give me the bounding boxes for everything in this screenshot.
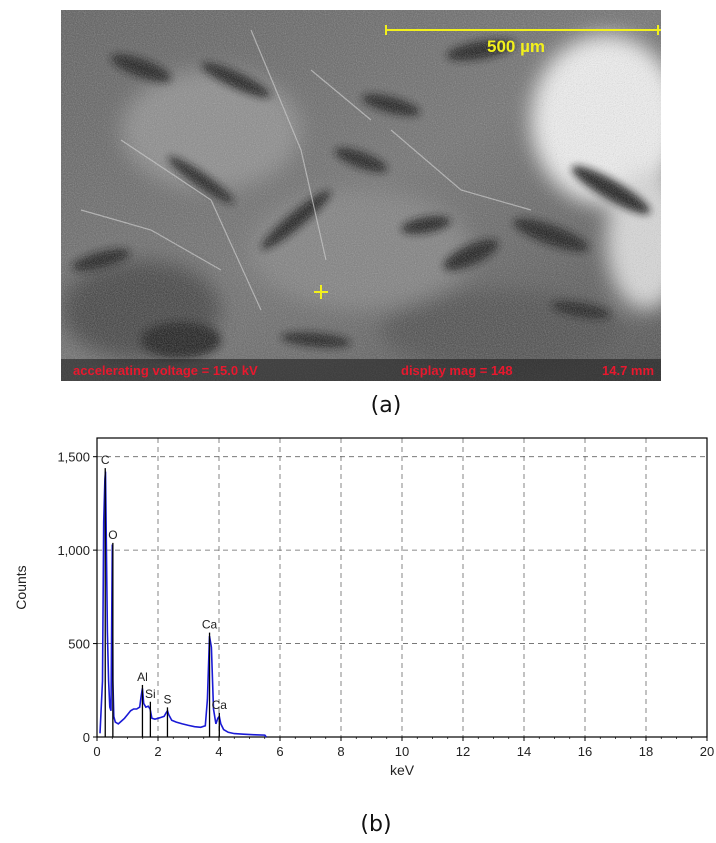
- sem-micrograph: 500 µm accelerating voltage = 15.0 kV di…: [61, 10, 661, 381]
- x-tick-label: 18: [639, 744, 653, 759]
- x-tick-label: 20: [700, 744, 714, 759]
- peak-label: C: [101, 453, 110, 467]
- peak-label: Ca: [212, 698, 228, 712]
- x-tick-label: 12: [456, 744, 470, 759]
- y-axis: 0 500 1,000 1,500: [57, 450, 97, 745]
- x-tick-label: 4: [215, 744, 222, 759]
- peak-label: O: [108, 528, 117, 542]
- peak-label: Ca: [202, 618, 218, 632]
- y-tick-label: 1,500: [57, 450, 90, 465]
- y-tick-label: 0: [83, 730, 90, 745]
- peak-labels: C O Al Si S Ca Ca: [101, 453, 227, 737]
- panel-b-caption: (b): [360, 812, 392, 837]
- x-tick-label: 0: [93, 744, 100, 759]
- eds-spectrum-chart: 0 500 1,000 1,500 0 2 4 6 8 10 12 14 16 18 20 C O Al Si S…: [13, 437, 714, 778]
- display-mag-label: display mag = 148: [401, 363, 513, 378]
- x-tick-label: 16: [578, 744, 592, 759]
- y-tick-label: 1,000: [57, 543, 90, 558]
- y-tick-label: 500: [68, 637, 90, 652]
- analysis-point-marker: [314, 285, 328, 299]
- spectrum-line: [99, 471, 267, 738]
- x-tick-label: 2: [154, 744, 161, 759]
- scale-bar: [385, 25, 661, 35]
- x-tick-label: 8: [337, 744, 344, 759]
- x-tick-label: 14: [517, 744, 531, 759]
- working-distance-label: 14.7 mm: [602, 363, 654, 378]
- x-axis: 0 2 4 6 8 10 12 14 16 18 20: [93, 737, 714, 759]
- peak-label: S: [163, 692, 171, 706]
- peak-label: Al: [137, 670, 148, 684]
- panel-a-caption: (a): [370, 393, 402, 418]
- peak-label: Si: [145, 687, 156, 701]
- x-axis-title: keV: [390, 762, 415, 778]
- chart-grid: [97, 438, 707, 737]
- y-axis-title: Counts: [13, 565, 29, 609]
- accelerating-voltage-label: accelerating voltage = 15.0 kV: [73, 363, 258, 378]
- scale-bar-label: 500 µm: [487, 37, 545, 56]
- x-tick-label: 6: [276, 744, 283, 759]
- x-tick-label: 10: [395, 744, 409, 759]
